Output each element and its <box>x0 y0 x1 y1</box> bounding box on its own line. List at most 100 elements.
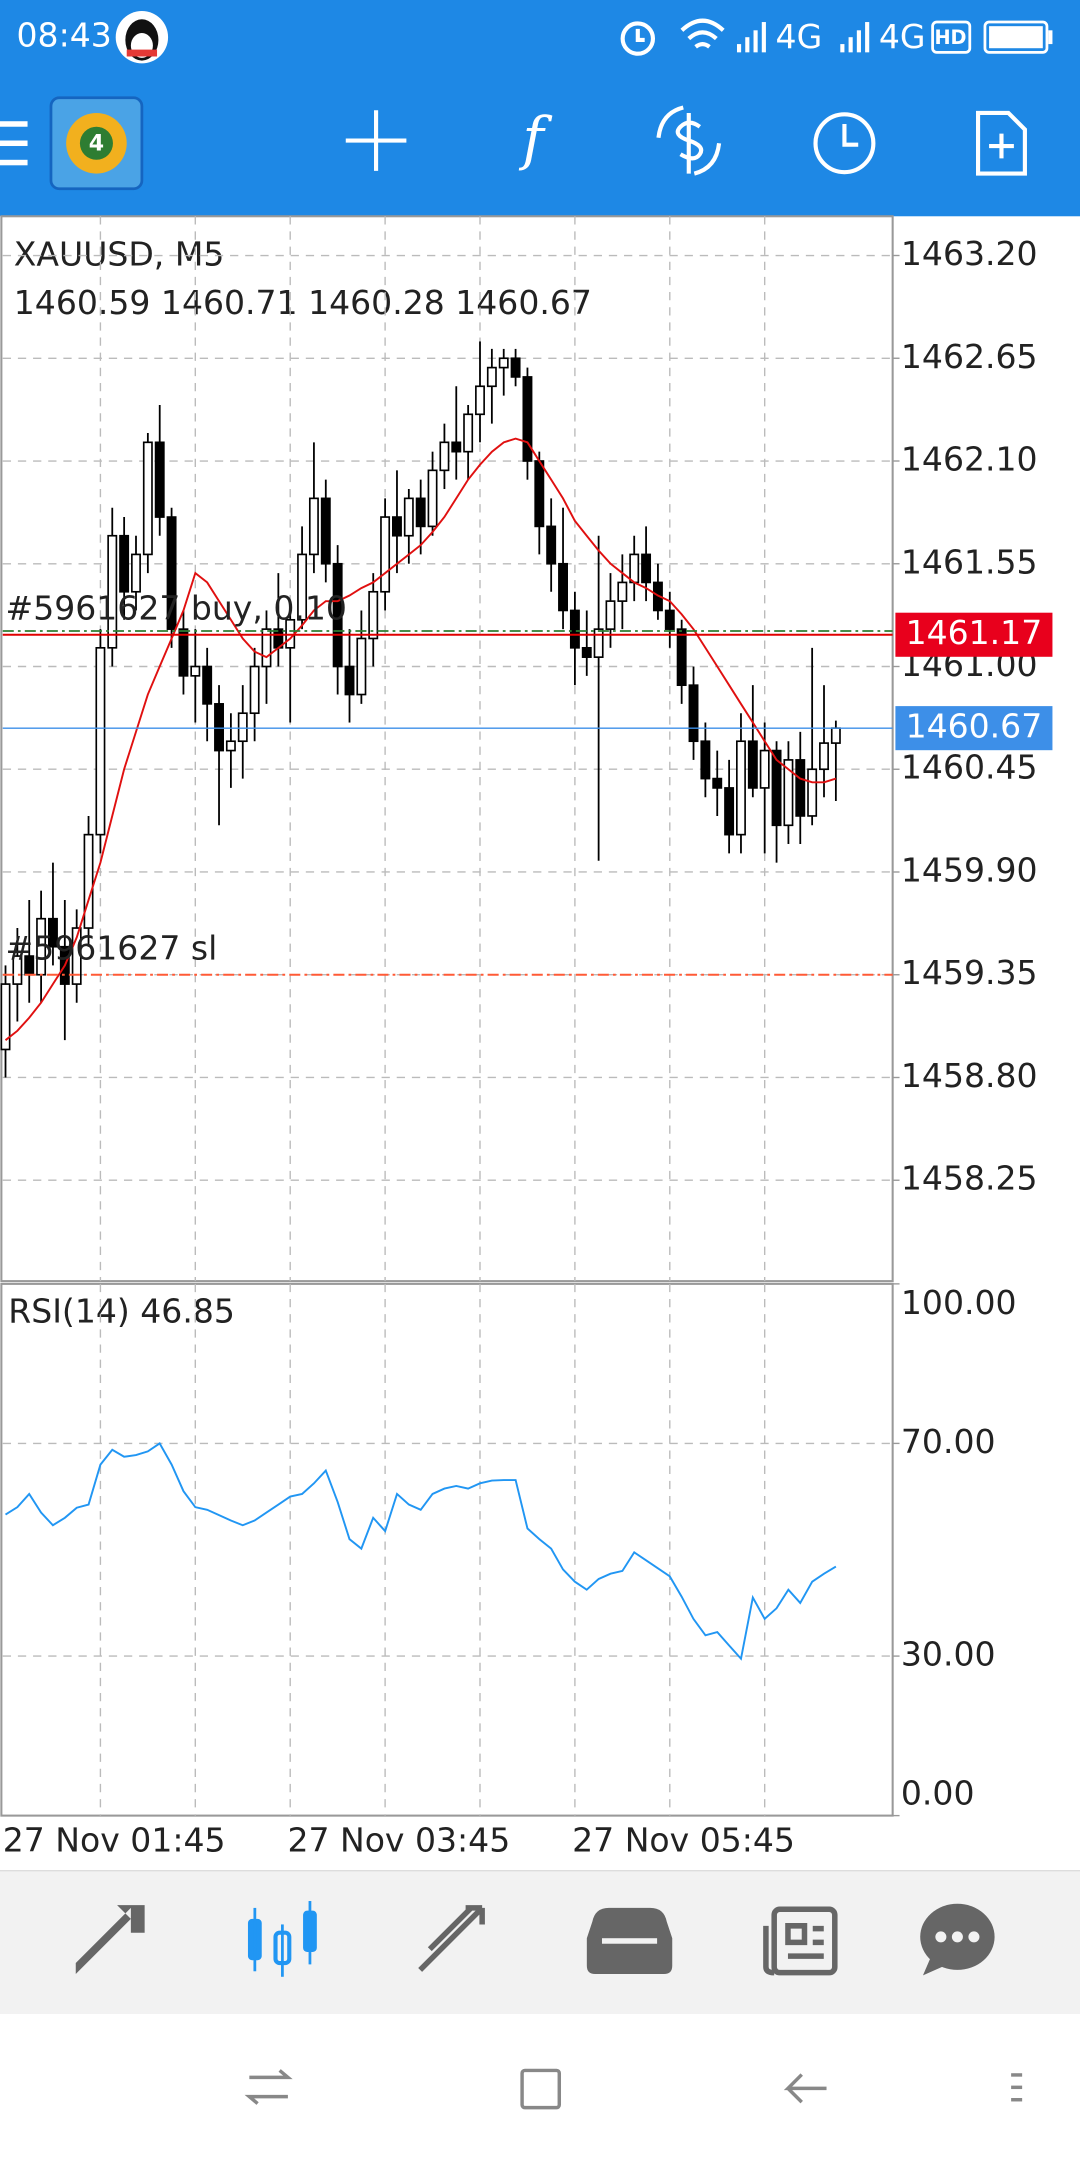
candle-body <box>95 646 106 836</box>
candle-body <box>807 768 818 817</box>
candle-body <box>249 665 260 715</box>
candle-body <box>688 684 699 743</box>
trade-button[interactable] <box>656 105 722 176</box>
candle-body <box>736 740 746 836</box>
rsi-line <box>4 1442 837 1661</box>
candle-body <box>0 983 11 1051</box>
rsi-panel <box>0 1282 894 1817</box>
x-tick-label: 27 Nov 05:45 <box>572 1820 795 1859</box>
candle-body <box>166 516 177 630</box>
history-tab[interactable] <box>586 1907 673 1975</box>
candle-body <box>486 366 497 388</box>
switch-button[interactable] <box>244 2069 293 2105</box>
candle-body <box>819 742 829 771</box>
candle-body <box>617 581 628 602</box>
app-logo[interactable]: 4 <box>49 96 144 191</box>
order-tag <box>895 612 1053 657</box>
alarm-icon <box>620 21 656 56</box>
candle-body <box>510 357 521 378</box>
candle-body <box>712 777 723 789</box>
candle-body <box>676 628 687 687</box>
candle-body <box>475 385 485 416</box>
battery-icon <box>983 20 1053 54</box>
candle-body <box>569 609 580 649</box>
y-tick-label: 30.00 <box>901 1635 996 1674</box>
status-time: 08:43 <box>17 16 112 55</box>
network-label: 4G <box>879 17 926 56</box>
new-order-button[interactable] <box>975 110 1027 176</box>
candle-body <box>593 628 604 658</box>
candle-body <box>154 441 165 518</box>
candle-body <box>308 497 319 556</box>
candle-body <box>700 740 711 780</box>
candle-body <box>558 562 568 612</box>
news-tab[interactable] <box>763 1906 838 1976</box>
bid-tag-label: 1460.67 <box>906 707 1043 746</box>
signal-icon <box>840 22 870 53</box>
candle-body <box>225 740 236 752</box>
x-tick-label: 27 Nov 03:45 <box>287 1820 510 1859</box>
top-bar <box>0 0 1080 217</box>
chart-title: XAUUSD, M5 <box>14 235 225 274</box>
y-tick-label: 1458.25 <box>901 1159 1038 1198</box>
candle-body <box>214 703 224 752</box>
qq-icon <box>115 11 169 64</box>
candle-body <box>605 600 616 630</box>
candle-body <box>498 357 509 369</box>
menu-key[interactable] <box>1011 2073 1023 2102</box>
chat-tab[interactable] <box>920 1903 995 1976</box>
candle-body <box>724 787 735 836</box>
home-button[interactable] <box>520 2068 562 2110</box>
crosshair-button[interactable] <box>345 110 407 171</box>
candle-body <box>83 833 94 929</box>
order-tag-label: 1461.17 <box>906 613 1043 652</box>
candle-body <box>427 469 438 528</box>
candle-body <box>415 497 426 528</box>
candle-body <box>178 628 189 677</box>
candle-body <box>131 553 141 593</box>
candle-body <box>581 646 592 658</box>
candle-body <box>439 441 450 472</box>
hd-label: HD <box>934 26 966 49</box>
menu-button[interactable] <box>0 121 28 166</box>
candle-body <box>771 749 782 827</box>
candle-body <box>759 749 770 789</box>
main-panel <box>0 215 894 1283</box>
signal-icon <box>736 22 766 53</box>
candle-body <box>783 759 794 827</box>
quotes-tab[interactable] <box>75 1905 145 1975</box>
candle-body <box>392 516 402 537</box>
candle-body <box>629 553 640 584</box>
candle-body <box>522 376 533 462</box>
candle-body <box>830 727 841 744</box>
y-tick-label: 1461.55 <box>901 542 1038 581</box>
candle-body <box>403 497 414 537</box>
candle-body <box>332 562 343 668</box>
y-tick-label: 1458.80 <box>901 1056 1038 1095</box>
trade-tab[interactable] <box>418 1905 485 1972</box>
y-tick-label: 0.00 <box>901 1773 975 1812</box>
candle-body <box>261 628 272 668</box>
candle-body <box>237 712 248 743</box>
y-tick-label: 1459.35 <box>901 953 1038 992</box>
history-button[interactable] <box>813 112 876 175</box>
y-tick-label: 70.00 <box>901 1422 996 1461</box>
candle-body <box>641 553 652 584</box>
candle-body <box>344 665 355 696</box>
candle-body <box>190 665 201 677</box>
rsi-title: RSI(14) 46.85 <box>8 1291 235 1330</box>
ohlc-text: 1460.59 1460.71 1460.28 1460.67 <box>14 283 592 322</box>
y-tick-label: 1462.65 <box>901 337 1038 376</box>
chart-tab[interactable] <box>247 1901 317 1977</box>
candle-body <box>71 927 82 985</box>
svg-text:4: 4 <box>89 132 104 157</box>
x-tick-label: 27 Nov 01:45 <box>3 1820 226 1859</box>
candle-body <box>356 637 367 696</box>
back-button[interactable] <box>783 2073 827 2104</box>
candle-body <box>202 665 213 705</box>
bid-tag <box>895 706 1053 751</box>
y-tick-label: 100.00 <box>901 1283 1017 1322</box>
wifi-icon <box>680 18 725 49</box>
y-tick-label: 1462.10 <box>901 440 1038 479</box>
